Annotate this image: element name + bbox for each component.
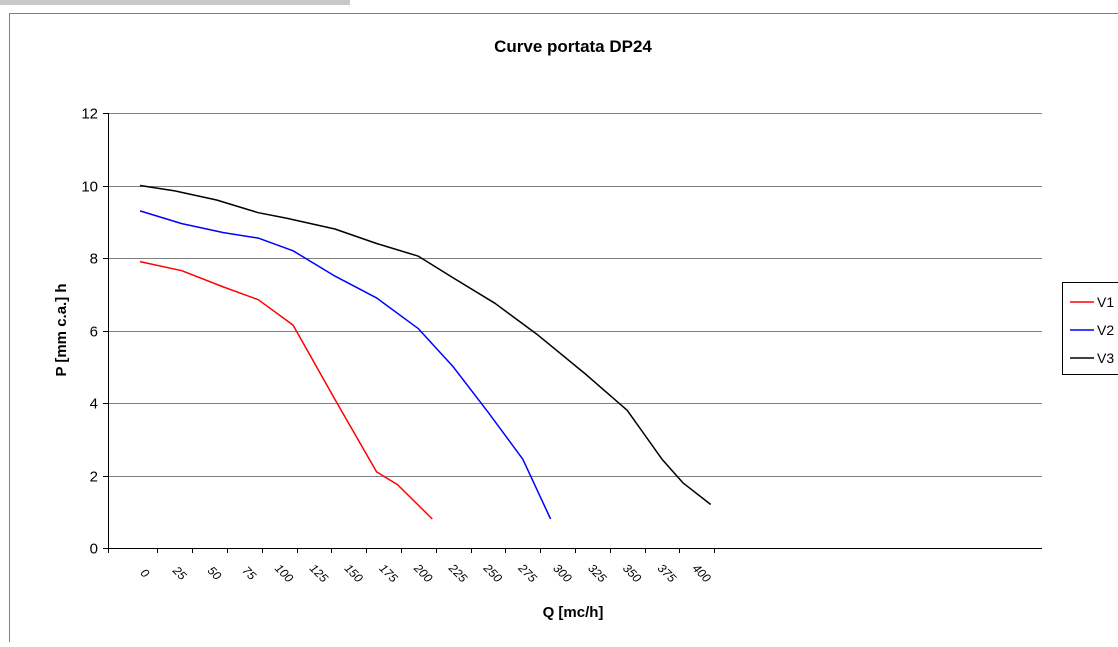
- y-tick-label: 8: [90, 251, 98, 268]
- x-axis-title: Q [mc/h]: [543, 604, 604, 621]
- y-tick-label: 2: [90, 469, 98, 486]
- y-tick-label: 10: [81, 179, 98, 196]
- legend-label-v3: V3: [1097, 350, 1114, 366]
- legend-label-v2: V2: [1097, 322, 1114, 338]
- legend: V1 V2 V3: [1063, 283, 1118, 375]
- y-tick-label: 6: [90, 324, 98, 341]
- header-fragment: [0, 0, 350, 5]
- y-axis-title: P [mm c.a.] h: [53, 283, 70, 376]
- y-tick-label: 12: [81, 106, 98, 123]
- y-tick-label: 0: [90, 541, 98, 558]
- legend-label-v1: V1: [1097, 294, 1114, 310]
- y-tick-label: 4: [90, 396, 98, 413]
- chart-title: Curve portata DP24: [494, 37, 652, 56]
- chart-border: [10, 14, 1118, 643]
